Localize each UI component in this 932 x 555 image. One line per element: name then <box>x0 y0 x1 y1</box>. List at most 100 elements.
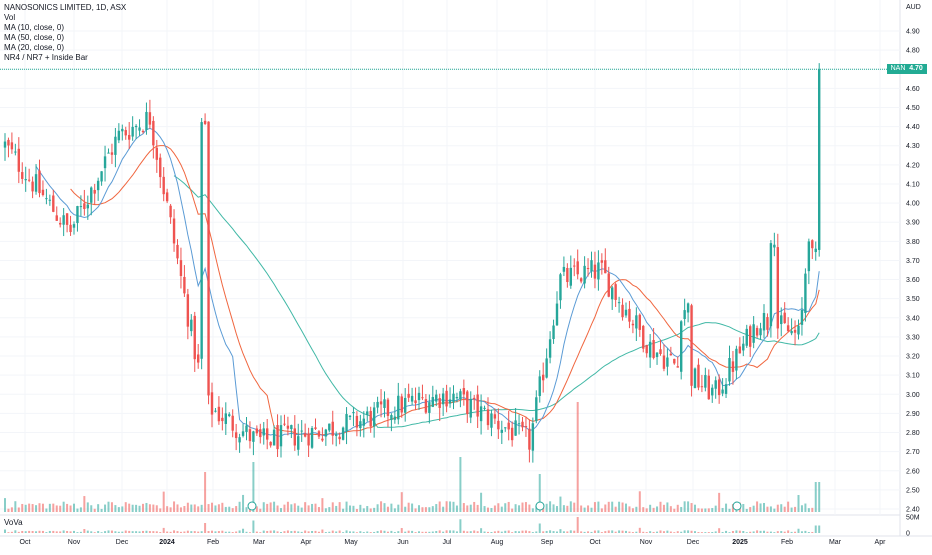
candle-body <box>486 409 490 426</box>
candle-body <box>400 396 403 413</box>
candle-body <box>3 141 7 148</box>
volume-bar <box>473 501 476 512</box>
vova-bar <box>700 532 703 533</box>
volume-bar <box>787 501 790 512</box>
sub-y-tick-label: 0 <box>906 531 910 538</box>
candle-body <box>190 319 193 332</box>
volume-bar <box>400 492 403 512</box>
candle-body <box>645 344 648 354</box>
vova-bar <box>718 528 721 533</box>
volume-bar <box>576 402 579 512</box>
volume-bar <box>224 506 227 512</box>
volume-bar <box>466 505 469 512</box>
candle-body <box>800 310 804 325</box>
vova-bar <box>142 530 144 533</box>
vova-bar <box>211 530 213 533</box>
vova-bar <box>504 530 507 533</box>
vova-bar <box>390 530 393 533</box>
candle-body <box>573 265 576 267</box>
vova-bar <box>290 531 293 533</box>
volume-bar <box>455 505 458 512</box>
vova-bar <box>10 531 13 533</box>
candle-body <box>48 199 52 201</box>
legend-ma50[interactable]: MA (50, close, 0) <box>4 33 65 42</box>
vova-bar <box>183 531 186 533</box>
candle-body <box>341 427 345 440</box>
vova-bar <box>445 530 448 533</box>
volume-bar <box>397 504 400 512</box>
candle-body <box>811 240 814 249</box>
volume-bar <box>552 504 555 512</box>
volume-bar <box>728 508 731 512</box>
candle-body <box>14 151 17 153</box>
candle-body <box>138 127 141 131</box>
volume-bar <box>145 502 148 512</box>
candle-body <box>542 374 545 381</box>
legend-ma20[interactable]: MA (20, close, 0) <box>4 43 65 52</box>
vova-bar <box>262 530 265 533</box>
volume-bar <box>297 505 300 512</box>
vova-bar <box>787 530 790 533</box>
vova-bar <box>355 532 358 533</box>
volume-bar <box>373 507 376 512</box>
candle-body <box>241 431 245 436</box>
x-tick-label: Mar <box>253 539 266 546</box>
candle-body <box>328 423 331 431</box>
candle-body <box>324 429 328 437</box>
vova-bar <box>528 531 531 533</box>
volume-bar <box>662 504 665 512</box>
candle-body <box>393 416 397 420</box>
volume-bar <box>790 507 793 512</box>
volume-bar <box>383 503 386 512</box>
volume-bar <box>783 506 786 512</box>
candle-body <box>435 394 438 402</box>
volume-bar <box>128 503 131 512</box>
candle-body <box>638 314 641 330</box>
volume-bar <box>7 508 10 512</box>
vova-bar <box>638 527 641 533</box>
volume-bar <box>652 507 655 512</box>
x-tick-label: Nov <box>640 539 653 546</box>
volume-bar <box>407 502 410 512</box>
y-tick-label: 3.60 <box>906 277 920 284</box>
candle-body <box>110 152 114 155</box>
volume-bar <box>424 507 427 512</box>
volume-bar <box>556 506 558 512</box>
vova-bar <box>86 530 89 533</box>
earnings-marker <box>535 501 545 511</box>
y-tick-label: 3.50 <box>906 296 920 303</box>
legend-ma10[interactable]: MA (10, close, 0) <box>4 23 65 32</box>
vova-bar <box>800 531 803 533</box>
vova-bar <box>259 532 262 533</box>
candle-body <box>86 204 89 209</box>
x-tick-label: Nov <box>68 539 81 546</box>
candle-body <box>224 413 227 424</box>
volume-bar <box>62 501 65 512</box>
x-tick-label: 2025 <box>732 539 748 546</box>
ma20-line <box>70 145 820 436</box>
ma10-line <box>35 127 820 437</box>
candle-body <box>214 410 217 412</box>
vova-bar <box>252 520 255 533</box>
vova-bar <box>473 530 476 533</box>
vova-bar <box>662 531 665 533</box>
vova-bar <box>542 531 545 533</box>
candle-body <box>317 431 321 437</box>
volume-bar <box>528 504 531 512</box>
volume-bar <box>173 501 176 512</box>
candle-body <box>524 426 528 428</box>
volume-bar <box>418 505 420 512</box>
vova-bar <box>804 530 807 533</box>
volume-bar <box>390 503 393 512</box>
volume-bar <box>152 504 155 512</box>
candle-body <box>531 423 535 451</box>
volume-bar <box>480 492 483 512</box>
vova-bar <box>556 531 558 533</box>
volume-bar <box>38 503 41 512</box>
legend-vol[interactable]: Vol <box>4 13 16 22</box>
candle-body <box>762 313 766 331</box>
legend-nr[interactable]: NR4 / NR7 + Inside Bar <box>4 53 88 62</box>
currency-label[interactable]: AUD <box>906 4 921 11</box>
